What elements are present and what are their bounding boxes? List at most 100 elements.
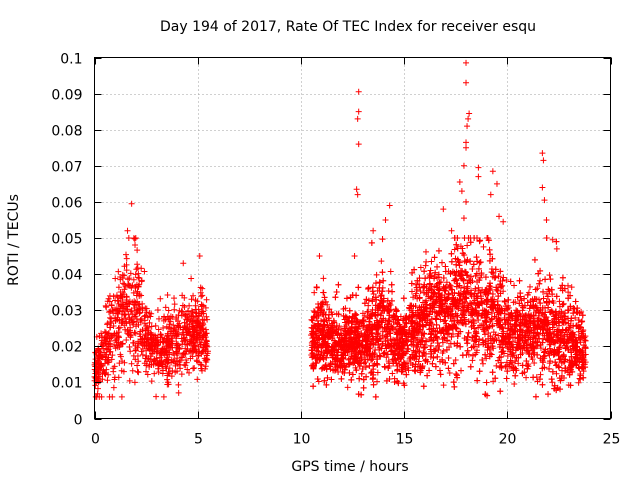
- data-point: [348, 376, 355, 383]
- data-point: [196, 359, 203, 366]
- data-point: [412, 303, 419, 310]
- data-point: [318, 317, 324, 324]
- data-point: [188, 318, 195, 325]
- data-point: [426, 280, 433, 287]
- data-point: [152, 357, 159, 364]
- data-point: [416, 294, 423, 301]
- data-point: [123, 318, 130, 325]
- data-point: [494, 309, 501, 316]
- data-point: [390, 351, 397, 358]
- data-point: [548, 308, 555, 315]
- data-point: [103, 366, 110, 373]
- data-point: [113, 338, 120, 345]
- data-point: [408, 280, 415, 287]
- data-point: [552, 359, 559, 366]
- data-point: [149, 340, 156, 347]
- data-point: [463, 285, 470, 292]
- data-point: [192, 309, 199, 316]
- data-point: [443, 346, 450, 353]
- data-point: [562, 345, 569, 352]
- data-point: [166, 315, 173, 322]
- data-point: [579, 318, 586, 325]
- data-point: [360, 325, 367, 332]
- data-point: [424, 372, 431, 379]
- data-point: [311, 289, 318, 296]
- data-point: [134, 264, 141, 271]
- data-point: [431, 254, 438, 261]
- data-point: [115, 307, 122, 314]
- data-point: [404, 342, 411, 349]
- data-point: [537, 317, 544, 324]
- data-point: [451, 383, 458, 390]
- data-point: [203, 296, 210, 303]
- data-point: [203, 338, 210, 345]
- data-point: [399, 317, 406, 324]
- data-point: [485, 309, 492, 316]
- data-point: [136, 305, 143, 312]
- data-point: [148, 337, 155, 344]
- data-point: [480, 243, 487, 250]
- data-point: [375, 330, 382, 337]
- data-point: [437, 371, 444, 378]
- data-point: [337, 358, 344, 365]
- data-point: [453, 342, 460, 349]
- data-point: [328, 322, 335, 329]
- data-point: [461, 335, 468, 342]
- data-point: [126, 275, 133, 282]
- data-point: [559, 301, 566, 308]
- data-point: [543, 299, 550, 306]
- data-point: [417, 288, 424, 295]
- data-point: [168, 334, 175, 341]
- data-point: [143, 352, 150, 359]
- data-point: [106, 348, 113, 355]
- data-point: [190, 313, 197, 320]
- data-point: [451, 269, 458, 276]
- data-point: [200, 344, 207, 351]
- data-point: [463, 272, 470, 279]
- data-points: [91, 59, 589, 400]
- data-point: [420, 383, 427, 390]
- data-point: [497, 388, 504, 395]
- data-point: [130, 321, 137, 328]
- data-point: [186, 332, 193, 339]
- data-point: [382, 328, 389, 335]
- data-point: [498, 364, 505, 371]
- data-point: [152, 332, 159, 339]
- data-point: [411, 367, 418, 374]
- data-point: [325, 315, 332, 322]
- data-point: [198, 365, 205, 372]
- data-point: [117, 288, 124, 295]
- data-point: [556, 298, 563, 305]
- data-point: [502, 363, 509, 370]
- data-point: [479, 360, 486, 367]
- data-point: [461, 252, 468, 259]
- data-point: [171, 301, 178, 308]
- data-point: [545, 391, 552, 398]
- data-point: [134, 247, 141, 254]
- data-point: [439, 303, 446, 310]
- data-point: [202, 363, 209, 370]
- data-point: [458, 367, 465, 374]
- data-point: [103, 351, 110, 358]
- data-point: [115, 329, 122, 336]
- data-point: [153, 355, 160, 362]
- data-point: [182, 336, 189, 343]
- data-point: [524, 347, 531, 354]
- data-point: [472, 285, 479, 292]
- data-point: [172, 362, 179, 369]
- data-point: [428, 294, 435, 301]
- data-point: [95, 360, 102, 367]
- data-point: [154, 306, 161, 313]
- data-point: [547, 358, 554, 365]
- data-point: [547, 276, 554, 283]
- data-point: [309, 317, 316, 324]
- data-point: [197, 334, 204, 341]
- data-point: [488, 269, 495, 276]
- data-point: [486, 282, 493, 289]
- data-point: [486, 257, 493, 264]
- data-point: [523, 374, 530, 381]
- data-point: [526, 313, 533, 320]
- data-point: [507, 278, 514, 285]
- data-point: [97, 366, 104, 373]
- data-point: [368, 369, 375, 376]
